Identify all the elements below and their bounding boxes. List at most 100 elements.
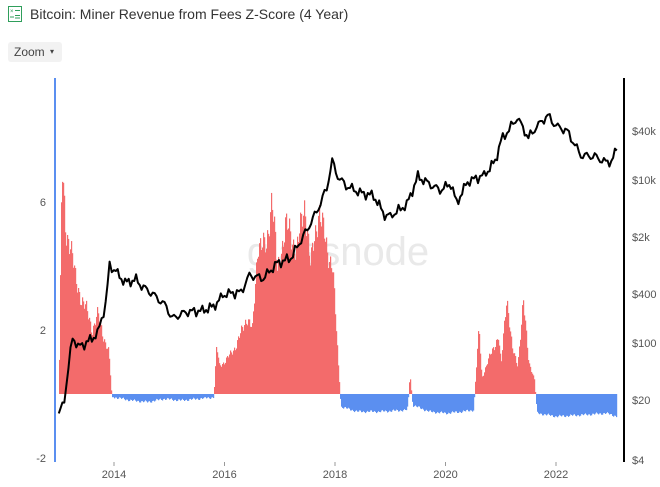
zscore-bar-124 — [183, 394, 185, 400]
zscore-bar-492 — [551, 394, 553, 416]
zscore-bar-289 — [348, 394, 350, 408]
y-right-tick-label-4: $100 — [632, 338, 656, 350]
zscore-bar-486 — [545, 394, 547, 415]
zscore-bar-277 — [336, 331, 338, 394]
zscore-bar-140 — [199, 394, 201, 400]
zscore-bar-272 — [331, 268, 333, 394]
y-right-tick-label-5: $20 — [632, 395, 650, 407]
zscore-bar-366 — [425, 394, 427, 411]
zscore-bar-212 — [271, 192, 273, 394]
zscore-bar-379 — [438, 394, 440, 413]
zscore-bar-517 — [576, 394, 578, 417]
zscore-bar-550 — [609, 394, 611, 415]
zscore-bar-508 — [567, 394, 569, 416]
zscore-bar-504 — [563, 394, 565, 416]
zscore-bar-385 — [444, 394, 446, 413]
zscore-bar-236 — [295, 259, 297, 394]
zscore-bar-200 — [259, 243, 261, 394]
zscore-bar-555 — [614, 394, 616, 416]
zscore-bar-331 — [390, 394, 392, 412]
zscore-bar-5 — [64, 195, 66, 394]
zscore-bar-438 — [497, 339, 499, 394]
zscore-bar-457 — [516, 362, 518, 394]
y-right-tick-label-2: $2k — [632, 232, 650, 244]
y-right-tick-label-0: $40k — [632, 126, 656, 138]
zscore-bar-307 — [366, 394, 368, 412]
zscore-bar-110 — [169, 394, 171, 400]
zscore-bar-33 — [92, 335, 94, 394]
zscore-bar-54 — [113, 394, 115, 398]
zscore-bar-309 — [368, 394, 370, 412]
zscore-bar-117 — [176, 394, 178, 402]
zscore-bar-429 — [488, 358, 490, 394]
zscore-bar-92 — [151, 394, 153, 403]
zscore-bar-371 — [430, 394, 432, 411]
zscore-bar-520 — [579, 394, 581, 417]
zscore-bar-321 — [380, 394, 382, 413]
zscore-bar-553 — [612, 394, 614, 416]
zscore-bar-222 — [281, 253, 283, 394]
zscore-bar-134 — [193, 394, 195, 398]
zscore-bar-69 — [128, 394, 130, 402]
zscore-bar-522 — [581, 394, 583, 415]
zscore-bar-337 — [396, 394, 398, 410]
zscore-bar-449 — [508, 313, 510, 394]
zscore-bar-532 — [591, 394, 593, 416]
zscore-bar-96 — [155, 394, 157, 401]
zscore-bar-407 — [466, 394, 468, 410]
zscore-bar-186 — [245, 319, 247, 394]
zscore-bar-543 — [602, 394, 604, 415]
zscore-bar-471 — [530, 366, 532, 394]
zscore-bar-205 — [264, 237, 266, 394]
zscore-bar-98 — [157, 394, 159, 400]
zscore-bar-293 — [352, 394, 354, 410]
zscore-bar-425 — [484, 372, 486, 394]
zscore-bar-552 — [611, 394, 613, 415]
zscore-bar-196 — [255, 283, 257, 394]
zscore-bar-161 — [220, 365, 222, 394]
zscore-bar-66 — [125, 394, 127, 401]
zscore-bar-405 — [464, 394, 466, 412]
zscore-bar-498 — [557, 394, 559, 418]
zscore-bar-233 — [292, 244, 294, 394]
zscore-bar-129 — [188, 394, 190, 401]
zscore-bar-15 — [74, 265, 76, 394]
zscore-bar-466 — [525, 320, 527, 394]
zscore-bar-424 — [483, 375, 485, 394]
zoom-dropdown[interactable]: Zoom ▾ — [8, 42, 62, 62]
zscore-bar-266 — [325, 241, 327, 394]
zscore-bar-341 — [400, 394, 402, 411]
zscore-bar-88 — [147, 394, 149, 403]
zscore-bar-339 — [398, 394, 400, 412]
zscore-bar-304 — [363, 394, 365, 412]
zscore-bar-541 — [600, 394, 602, 414]
zscore-bar-530 — [589, 394, 591, 415]
zscore-bar-46 — [105, 342, 107, 394]
zscore-bar-119 — [178, 394, 180, 400]
zscore-bar-372 — [431, 394, 433, 412]
chart-title: Bitcoin: Miner Revenue from Fees Z-Score… — [30, 6, 349, 22]
zscore-bar-19 — [78, 288, 80, 394]
zscore-bar-198 — [257, 258, 259, 394]
zscore-bar-40 — [99, 322, 101, 394]
zscore-bar-274 — [333, 272, 335, 394]
chart-table-icon: × — [8, 6, 22, 22]
zscore-bar-156 — [215, 366, 217, 394]
zscore-bar-148 — [207, 394, 209, 398]
zscore-bar-482 — [541, 394, 543, 414]
zscore-bar-551 — [610, 394, 612, 415]
zscore-bar-113 — [172, 394, 174, 400]
zscore-bar-369 — [428, 394, 430, 412]
zscore-bar-130 — [189, 394, 191, 400]
zscore-bar-170 — [229, 354, 231, 394]
zscore-bar-141 — [200, 394, 202, 399]
zscore-bar-169 — [228, 357, 230, 394]
zscore-bar-516 — [575, 394, 577, 416]
zscore-bar-295 — [354, 394, 356, 413]
zscore-bar-252 — [311, 247, 313, 394]
zscore-bar-284 — [343, 394, 345, 409]
zscore-bar-206 — [265, 252, 267, 394]
zscore-bar-109 — [168, 394, 170, 399]
zscore-bar-207 — [266, 248, 268, 394]
